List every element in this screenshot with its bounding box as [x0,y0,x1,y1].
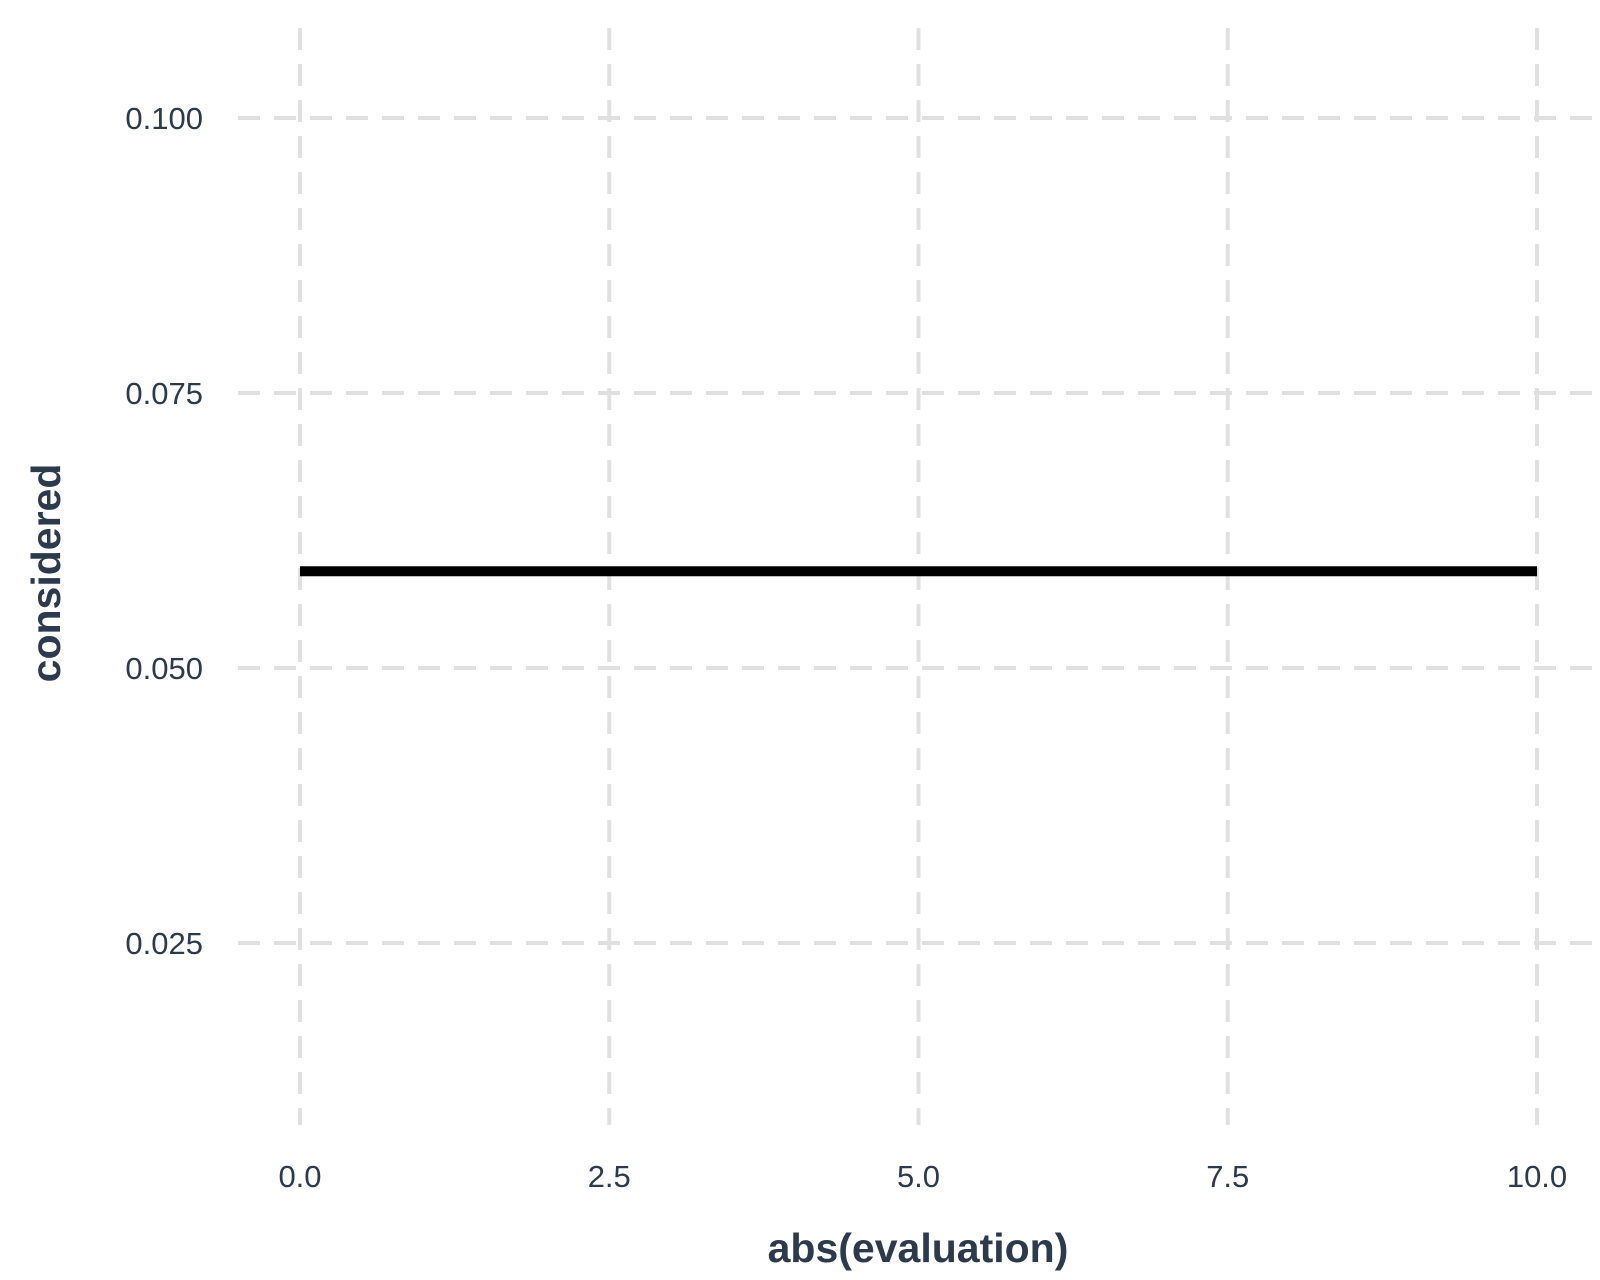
x-tick-label-4: 10.0 [1507,1159,1567,1194]
tick-label-layer: 0.0 2.5 5.0 7.5 10.0 0.025 0.050 0.075 0.100 [125,101,1567,1194]
grid-layer [238,28,1600,1125]
x-tick-label-2: 5.0 [897,1159,940,1194]
y-tick-label-0: 0.025 [125,926,203,961]
x-tick-label-3: 7.5 [1206,1159,1249,1194]
x-tick-label-0: 0.0 [278,1159,321,1194]
y-axis-title: considered [23,464,69,683]
y-tick-label-3: 0.100 [125,101,203,136]
x-tick-label-1: 2.5 [588,1159,631,1194]
x-axis-title: abs(evaluation) [768,1225,1069,1271]
y-tick-label-2: 0.075 [125,376,203,411]
y-tick-label-1: 0.050 [125,651,203,686]
